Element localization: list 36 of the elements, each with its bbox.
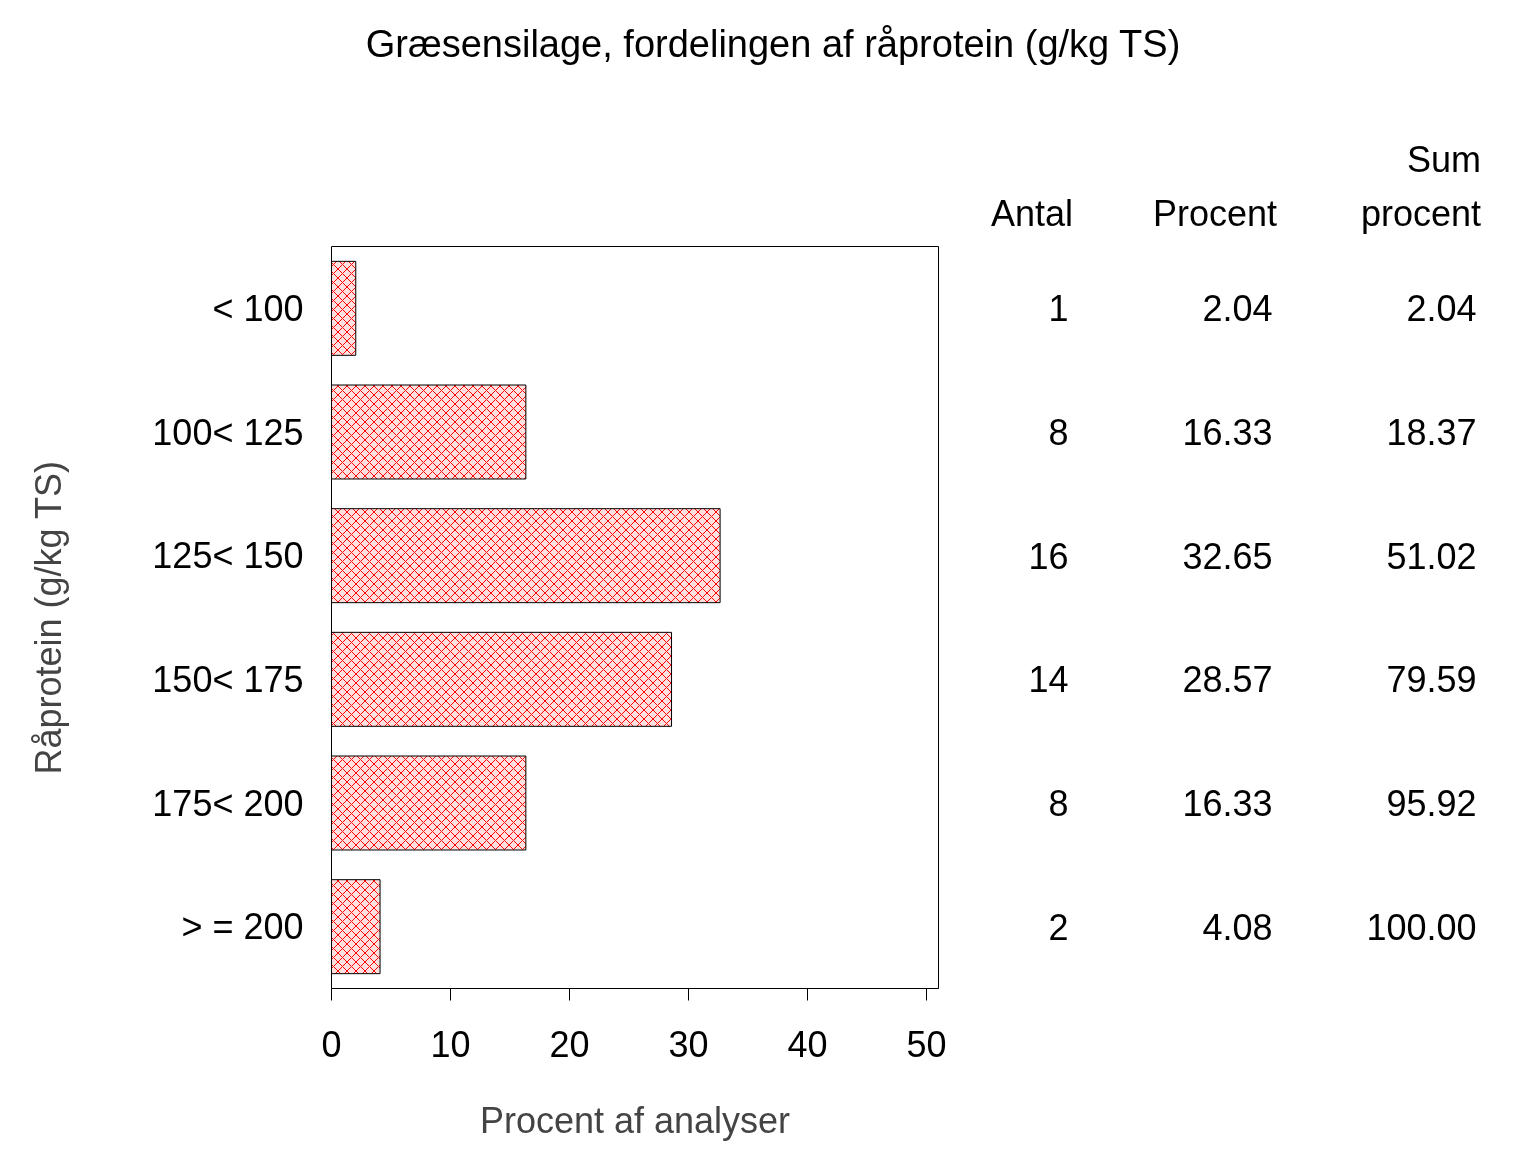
- x-tick-label: 0: [321, 1023, 342, 1065]
- text: 1: [1048, 288, 1069, 330]
- text: 16: [1028, 535, 1069, 577]
- y-tick-label: 150< 175: [152, 658, 304, 700]
- text: 2.04: [1406, 288, 1477, 330]
- y-axis-title: Råprotein (g/kg TS): [28, 461, 70, 775]
- y-tick-label: 175< 200: [152, 782, 304, 824]
- data-label: 16.33: [1182, 783, 1273, 824]
- y-tick-label: < 100: [212, 287, 304, 329]
- x-tick-label: 40: [787, 1023, 828, 1065]
- x-tick-label: 30: [668, 1023, 709, 1065]
- data-label: 2.04: [1202, 288, 1273, 330]
- text: 79.59: [1386, 659, 1477, 701]
- x-tick-label: 20: [549, 1023, 590, 1065]
- x-tick-label: 10: [430, 1023, 471, 1065]
- text: 95.92: [1386, 783, 1477, 824]
- text: Sum procent: [1360, 138, 1481, 236]
- y-tick-label: 100< 125: [152, 411, 304, 453]
- text: Antal: [990, 192, 1073, 236]
- text: 2: [1048, 906, 1069, 948]
- data-label: 28.57: [1182, 659, 1273, 701]
- text: 8: [1048, 412, 1069, 453]
- chart-title: Græsensilage, fordelingen af råprotein (g/kg TS): [365, 22, 1181, 67]
- text: 100.00: [1366, 906, 1477, 948]
- data-label: 4.08: [1202, 906, 1273, 948]
- data-label: 32.65: [1182, 535, 1273, 577]
- x-tick-label: 50: [906, 1023, 947, 1065]
- data-label: 16.33: [1182, 412, 1273, 453]
- text: 14: [1028, 659, 1069, 701]
- text: 8: [1048, 783, 1069, 824]
- x-axis-title: Procent af analyser: [479, 1099, 791, 1141]
- text: 18.37: [1386, 412, 1477, 453]
- text: Procent: [1152, 192, 1277, 236]
- text: 51.02: [1386, 535, 1477, 577]
- y-tick-label: 125< 150: [152, 535, 304, 577]
- y-tick-label: > = 200: [181, 906, 304, 948]
